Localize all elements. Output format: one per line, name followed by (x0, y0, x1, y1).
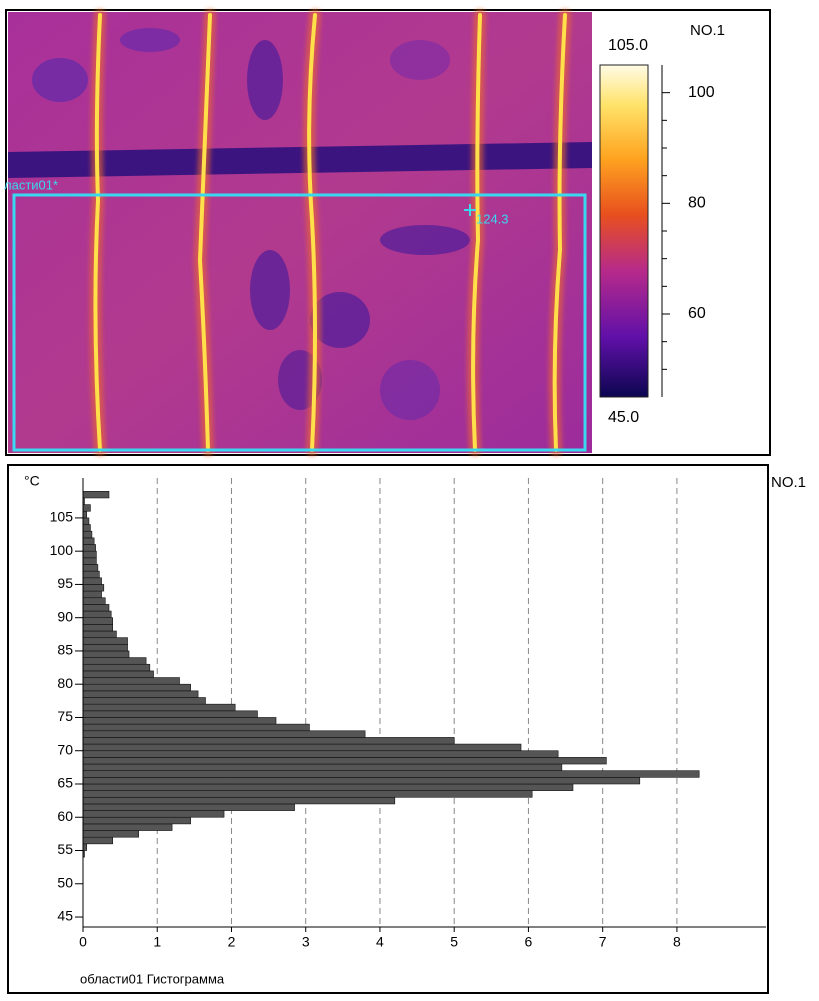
x-tick-label: 6 (525, 934, 533, 950)
bar (82, 730, 366, 738)
bar (82, 657, 147, 665)
bar (82, 717, 277, 725)
y-tick-label: 95 (57, 575, 73, 591)
bar (82, 770, 700, 778)
bar (82, 823, 173, 831)
bar (82, 524, 91, 532)
y-tick-label: 55 (57, 841, 73, 857)
y-tick-label: 80 (57, 675, 73, 691)
bar (82, 710, 258, 718)
scale-min: 45.0 (608, 409, 639, 426)
y-tick-label: 75 (57, 708, 73, 724)
bar (82, 650, 130, 658)
bar (82, 491, 110, 499)
x-tick-label: 8 (673, 934, 681, 950)
bar (82, 590, 102, 599)
bar (82, 544, 96, 552)
y-tick-label: 90 (57, 608, 73, 624)
y-tick-label: 105 (50, 509, 74, 525)
bar (82, 790, 533, 798)
bar (82, 557, 97, 565)
bar (82, 564, 99, 572)
bar (82, 624, 113, 632)
spot-marker (464, 204, 476, 216)
x-tick-label: 7 (599, 934, 607, 950)
bar (82, 550, 97, 559)
bar (82, 737, 455, 745)
spot-value: 124.3 (476, 211, 509, 226)
bar (82, 816, 191, 825)
scale-tick-label: 100 (688, 84, 715, 101)
bar (82, 743, 522, 752)
x-tick-label: 5 (450, 934, 458, 950)
bar (82, 637, 128, 645)
y-tick-label: 45 (57, 908, 73, 924)
region-label: ласти01* (4, 177, 58, 192)
scale-tick-label: 80 (688, 195, 706, 212)
color-bar (599, 64, 649, 398)
bar (82, 843, 88, 851)
bar (82, 796, 396, 805)
y-tick-label: 60 (57, 808, 73, 824)
bar (82, 630, 117, 638)
y-tick-label: 50 (57, 874, 73, 890)
bar (82, 836, 113, 845)
series-label: NO.1 (771, 474, 806, 491)
bar (82, 763, 563, 771)
view-label: NO.1 (690, 22, 725, 39)
caption: области01 Гистограмма (80, 971, 225, 986)
bar (82, 537, 95, 545)
scale-max: 105.0 (608, 37, 648, 54)
bar (82, 783, 574, 791)
bar (82, 597, 106, 605)
bar (82, 510, 88, 519)
bar (82, 570, 100, 579)
x-tick-label: 4 (376, 934, 384, 950)
bar (82, 757, 607, 765)
y-tick-label: 100 (50, 542, 74, 558)
bar (82, 777, 641, 785)
y-tick-label: 85 (57, 642, 73, 658)
bar (82, 643, 128, 652)
bar (82, 830, 139, 838)
bar (82, 617, 113, 625)
bar (82, 677, 180, 685)
bar (82, 610, 112, 618)
unit-label: °C (24, 473, 40, 489)
bar (82, 530, 93, 539)
bar (82, 810, 225, 818)
roi-box (12, 193, 587, 452)
y-tick-label: 65 (57, 775, 73, 791)
bar (82, 723, 310, 732)
bar (82, 663, 151, 672)
x-tick-label: 2 (228, 934, 236, 950)
y-tick-label: 70 (57, 741, 73, 757)
x-tick-label: 1 (153, 934, 161, 950)
x-tick-label: 3 (302, 934, 310, 950)
bar (82, 703, 236, 712)
bar (82, 584, 105, 592)
bar (82, 604, 110, 612)
bar (82, 803, 295, 811)
x-tick-label: 0 (79, 934, 87, 950)
scale-tick-label: 60 (688, 305, 706, 322)
top-panel (5, 9, 771, 456)
bar (82, 577, 102, 585)
bar (82, 690, 199, 698)
histogram-panel (7, 464, 769, 994)
bar (82, 517, 90, 525)
bar (82, 670, 154, 678)
bar (82, 750, 559, 758)
bar (82, 683, 191, 692)
bar (82, 504, 91, 512)
bar (82, 697, 206, 705)
thermal-image (8, 9, 592, 456)
